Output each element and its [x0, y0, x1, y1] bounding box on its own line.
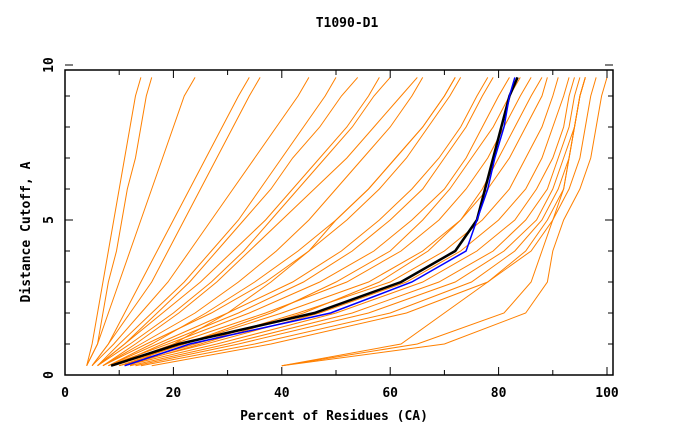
model-curve — [113, 77, 494, 367]
model-curve — [124, 77, 543, 367]
model-curve — [102, 77, 418, 367]
model-curve — [119, 77, 559, 367]
model-curve — [119, 77, 521, 367]
model-curve — [129, 77, 581, 367]
model-curve — [108, 77, 456, 367]
model-curve — [97, 77, 391, 367]
x-axis-label: Percent of Residues (CA) — [240, 409, 428, 424]
model-curve — [124, 77, 575, 367]
x-tick-label: 100 — [595, 386, 619, 401]
model-curve — [281, 77, 608, 367]
model-curve — [86, 77, 142, 366]
model-curve — [151, 77, 586, 367]
model-curve — [281, 77, 597, 367]
x-tick-label: 80 — [491, 386, 507, 401]
model-curve — [108, 77, 489, 367]
y-tick-label: 10 — [42, 57, 57, 73]
ticks-layer — [64, 64, 613, 376]
x-tick-label: 0 — [61, 386, 69, 401]
plot-frame — [64, 69, 614, 376]
model-curve — [91, 77, 310, 367]
model-curve — [86, 77, 153, 366]
model-curve — [102, 77, 424, 367]
model-curve — [113, 77, 532, 367]
chart-title: T1090-D1 — [316, 16, 379, 31]
curves-layer — [86, 76, 608, 367]
x-tick-label: 20 — [166, 386, 182, 401]
model-curve — [97, 77, 337, 367]
y-tick-label: 0 — [42, 371, 57, 379]
x-tick-label: 60 — [382, 386, 398, 401]
model-curve — [86, 77, 196, 366]
model-curve — [91, 77, 250, 366]
x-tick-label: 40 — [274, 386, 290, 401]
model-curve — [97, 77, 359, 367]
y-tick-label: 5 — [42, 216, 57, 224]
model-curve — [97, 77, 380, 367]
highlight-curve-blue — [124, 77, 516, 367]
y-axis-label: Distance Cutoff, A — [19, 161, 34, 302]
model-curve — [91, 77, 261, 366]
model-curve — [108, 77, 510, 367]
model-curve — [102, 77, 462, 367]
